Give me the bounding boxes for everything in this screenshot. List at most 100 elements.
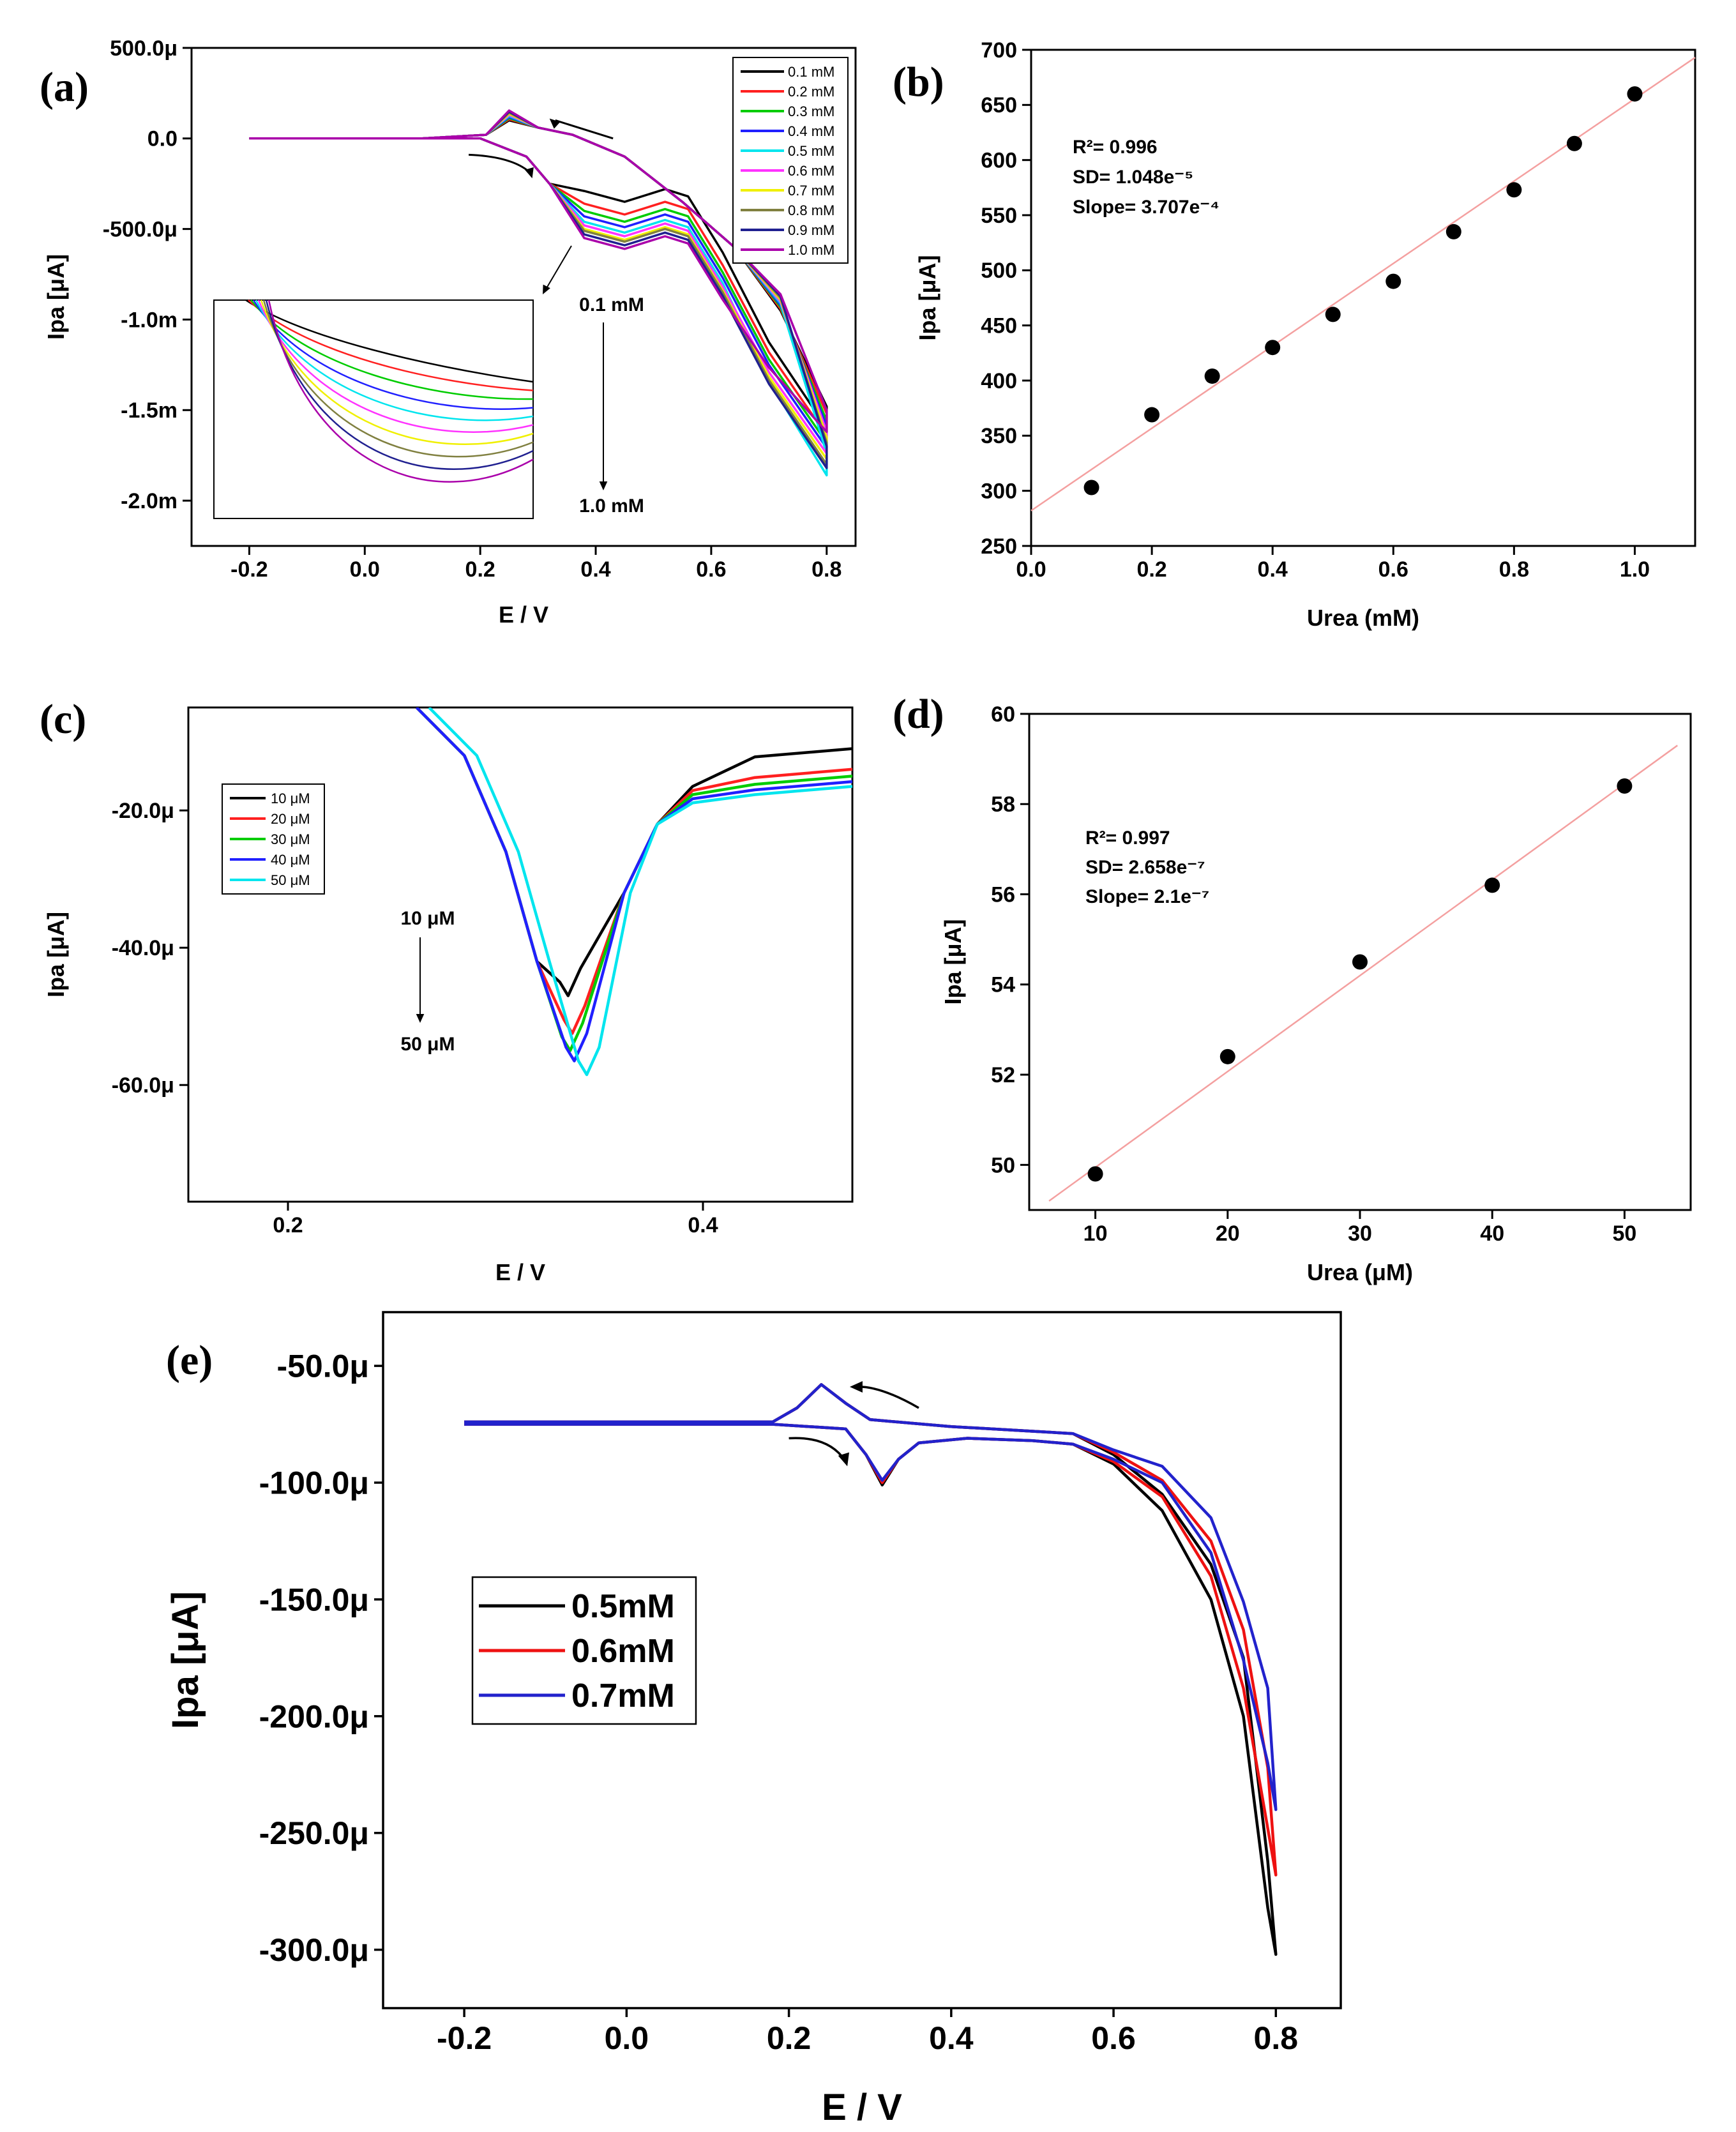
y-tick-label: -40.0μ xyxy=(112,936,174,960)
data-point xyxy=(1087,1166,1103,1182)
chart-d: 10 20 30 40 50 50 52 54 56 58 60 Urea (μM) Ipa [μA] R… xyxy=(940,702,1692,1285)
stat-r2: R²= 0.996 xyxy=(1073,137,1158,158)
plot-frame xyxy=(190,47,857,547)
legend-label: 0.5mM xyxy=(571,1588,675,1625)
y-tick-label: 550 xyxy=(981,204,1017,228)
y-tick-label: -60.0μ xyxy=(112,1073,174,1098)
data-point xyxy=(1204,368,1220,384)
inset-arrow xyxy=(543,245,572,293)
data-point xyxy=(1352,954,1368,970)
x-tick-label: 0.4 xyxy=(929,2020,974,2056)
inset-curve xyxy=(257,299,534,433)
cv-curve xyxy=(464,1383,1278,1811)
x-tick-label: 50 xyxy=(1612,1221,1636,1246)
annotation-top: 10 μM xyxy=(400,908,455,929)
y-tick-label: -100.0μ xyxy=(259,1465,369,1501)
dpv-curve xyxy=(415,707,852,997)
legend-label: 0.7 mM xyxy=(788,183,834,199)
x-tick-label: 30 xyxy=(1348,1221,1372,1246)
annotation-arrow-head xyxy=(599,481,608,490)
y-axis-label: Ipa [μA] xyxy=(914,255,940,340)
fit-line xyxy=(1030,57,1696,511)
data-point xyxy=(1506,182,1522,198)
legend-label: 30 μM xyxy=(271,831,310,847)
x-tick-label: 0.2 xyxy=(1136,557,1166,582)
direction-arrow xyxy=(789,1437,847,1463)
x-tick-label: 0.6 xyxy=(696,557,726,582)
direction-arrow-head xyxy=(549,118,561,129)
y-tick-label: -300.0μ xyxy=(259,1932,369,1968)
direction-arrow-head xyxy=(525,167,534,179)
y-tick-label: 250 xyxy=(981,534,1017,559)
legend-label: 0.7mM xyxy=(571,1677,675,1714)
dpv-curve xyxy=(415,707,852,1062)
stat-sd: SD= 2.658e⁻⁷ xyxy=(1085,857,1205,878)
y-tick-label: 500 xyxy=(981,259,1017,283)
data-point xyxy=(1144,407,1160,423)
stat-sd: SD= 1.048e⁻⁵ xyxy=(1073,167,1193,188)
data-point xyxy=(1484,877,1500,893)
panel-label-e: (e) xyxy=(166,1337,213,1384)
y-tick-label: 400 xyxy=(981,369,1017,393)
y-tick-label: 300 xyxy=(981,480,1017,504)
direction-arrow-head xyxy=(849,1381,863,1393)
legend-label: 0.1 mM xyxy=(788,64,834,80)
x-tick-label: 0.6 xyxy=(1091,2020,1136,2056)
y-tick-label: -2.0m xyxy=(121,489,177,513)
y-tick-label: -20.0μ xyxy=(112,799,174,823)
data-point xyxy=(1445,223,1461,239)
legend-label: 0.5 mM xyxy=(788,143,834,159)
x-tick-label: 0.8 xyxy=(1499,557,1529,582)
plot-frame xyxy=(187,706,854,1203)
x-axis-label: Urea (μM) xyxy=(1307,1259,1413,1285)
y-tick-label: -150.0μ xyxy=(259,1582,369,1617)
x-tick-label: -0.2 xyxy=(437,2020,492,2056)
inset-curve xyxy=(248,299,534,391)
x-tick-label: 0.0 xyxy=(1016,557,1046,582)
x-tick-label: 0.4 xyxy=(580,557,610,582)
inset-arrow-head xyxy=(543,284,550,294)
x-tick-label: 0.2 xyxy=(273,1213,303,1237)
y-tick-label: 56 xyxy=(991,882,1015,907)
direction-arrow-head xyxy=(838,1452,849,1467)
y-axis-label: Ipa [μA] xyxy=(940,919,966,1004)
x-axis-label: E / V xyxy=(822,2087,902,2128)
chart-b: 0.0 0.2 0.4 0.6 0.8 1.0 250 300 350 400 450 500 550 6… xyxy=(914,38,1696,631)
plot-frame xyxy=(382,1311,1342,2009)
annotation-top: 0.1 mM xyxy=(579,294,644,315)
x-axis-label: E / V xyxy=(499,601,548,628)
direction-arrow xyxy=(555,119,614,140)
y-axis-label: Ipa [μA] xyxy=(165,1591,206,1729)
x-tick-label: 1.0 xyxy=(1620,557,1650,582)
x-tick-label: 0.8 xyxy=(811,557,842,582)
data-point xyxy=(1617,778,1633,794)
y-tick-label: -50.0μ xyxy=(276,1349,369,1384)
y-tick-label: 650 xyxy=(981,93,1017,117)
legend-label: 0.3 mM xyxy=(788,103,834,119)
legend-label: 1.0 mM xyxy=(788,242,834,258)
inset-curve xyxy=(250,299,534,400)
y-tick-label: 700 xyxy=(981,38,1017,63)
x-tick-label: 0.0 xyxy=(350,557,380,582)
y-tick-label: -200.0μ xyxy=(259,1698,369,1734)
x-tick-label: 0.4 xyxy=(1258,557,1288,582)
y-tick-label: 350 xyxy=(981,424,1017,448)
y-tick-label: 600 xyxy=(981,149,1017,173)
chart-a: -0.2 0.0 0.2 0.4 0.6 0.8 500.0μ 0.0 -500.0μ -1.0m… xyxy=(43,36,857,628)
x-tick-label: 0.6 xyxy=(1378,557,1408,582)
x-tick-label: 0.2 xyxy=(767,2020,811,2056)
data-point xyxy=(1219,1048,1235,1064)
x-tick-label: 0.8 xyxy=(1254,2020,1299,2056)
plot-frame xyxy=(1030,49,1696,547)
legend-label: 50 μM xyxy=(271,872,310,888)
x-tick-label: 20 xyxy=(1216,1221,1240,1246)
y-tick-label: 0.0 xyxy=(147,127,177,151)
legend-label: 0.9 mM xyxy=(788,222,834,238)
y-tick-label: 500.0μ xyxy=(110,36,177,61)
legend-label: 10 μM xyxy=(271,790,310,806)
x-tick-label: 0.4 xyxy=(688,1213,718,1237)
y-tick-label: 54 xyxy=(991,973,1015,997)
direction-arrow xyxy=(854,1385,919,1409)
panel-label-c: (c) xyxy=(40,696,86,743)
